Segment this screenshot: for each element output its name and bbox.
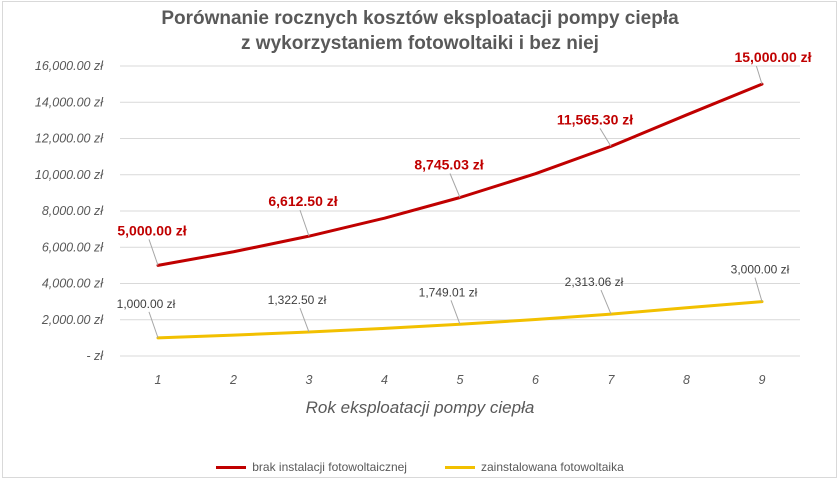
chart-title-line-2: z wykorzystaniem fotowoltaiki i bez niej <box>241 33 599 54</box>
data-label: 6,612.50 zł <box>268 193 337 209</box>
data-label: 3,000.00 zł <box>731 263 790 277</box>
legend-swatch-pv <box>444 465 475 469</box>
x-tick-label: 9 <box>759 373 766 387</box>
y-tick-label: 2,000.00 zł <box>41 313 104 327</box>
data-label: 1,000.00 zł <box>117 297 176 311</box>
chart-title: Porównanie rocznych kosztów eksploatacji… <box>0 6 840 56</box>
x-tick-label: 2 <box>229 373 237 387</box>
data-label-leader <box>450 300 461 325</box>
data-label-leader <box>299 307 310 333</box>
x-tick-label: 6 <box>532 373 539 387</box>
data-label: 8,745.03 zł <box>414 156 483 172</box>
x-tick-label: 8 <box>683 373 690 387</box>
data-label-leader <box>754 277 763 302</box>
data-label-leader <box>148 311 159 339</box>
data-label-leader <box>449 173 461 198</box>
data-label-leader <box>299 209 310 237</box>
data-label: 1,322.50 zł <box>268 293 327 307</box>
y-tick-label: 6,000.00 zł <box>42 240 104 254</box>
y-tick-label: - zł <box>86 349 104 363</box>
y-tick-label: 4,000.00 zł <box>42 277 104 291</box>
data-label-leader <box>599 128 612 147</box>
legend-item-pv: zainstalowana fotowoltaika <box>444 460 624 474</box>
y-tick-label: 16,000.00 zł <box>35 59 104 73</box>
data-label-leader <box>600 289 612 315</box>
legend-item-no-pv: brak instalacji fotowoltaicznej <box>216 460 407 474</box>
data-label-leader <box>148 239 159 266</box>
x-tick-label: 5 <box>457 373 464 387</box>
data-label: 15,000.00 zł <box>734 49 811 65</box>
data-label: 11,565.30 zł <box>557 111 633 127</box>
data-label: 1,749.01 zł <box>419 285 478 299</box>
legend-label-no-pv: brak instalacji fotowoltaicznej <box>252 460 407 474</box>
chart-title-line-1: Porównanie rocznych kosztów eksploatacji… <box>161 8 679 29</box>
data-label: 2,313.06 zł <box>565 275 624 289</box>
legend: brak instalacji fotowoltaicznej zainstal… <box>0 460 840 474</box>
y-tick-label: 12,000.00 zł <box>35 132 104 146</box>
x-tick-label: 7 <box>608 373 616 387</box>
y-tick-label: 8,000.00 zł <box>42 204 104 218</box>
x-axis-label: Rok eksploatacji pompy ciepła <box>305 398 535 417</box>
data-label-leader <box>755 65 763 85</box>
data-label: 5,000.00 zł <box>117 222 186 238</box>
x-tick-label: 3 <box>306 373 313 387</box>
y-tick-label: 14,000.00 zł <box>35 95 104 109</box>
y-tick-label: 10,000.00 zł <box>35 168 104 182</box>
legend-label-pv: zainstalowana fotowoltaika <box>480 460 624 474</box>
x-tick-label: 1 <box>155 373 162 387</box>
legend-swatch-no-pv <box>216 465 247 469</box>
x-tick-label: 4 <box>381 373 388 387</box>
